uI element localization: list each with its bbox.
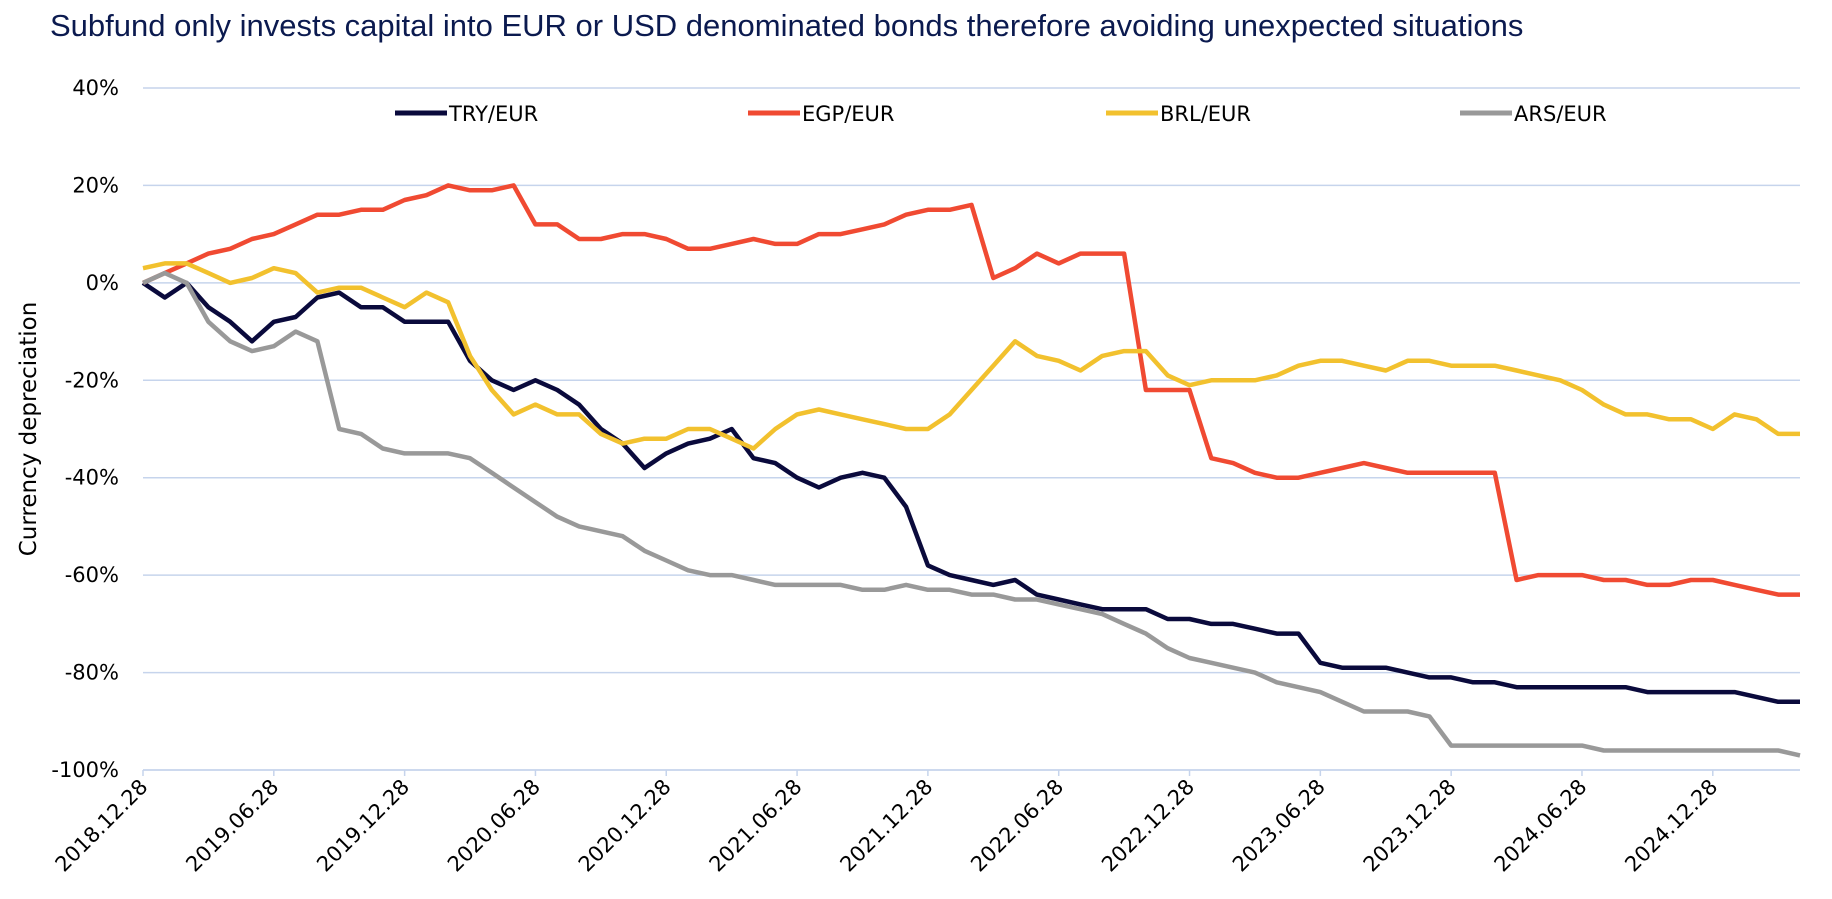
x-tick-label: 2022.12.28 <box>1097 775 1199 877</box>
y-tick-label: 40% <box>72 76 119 100</box>
x-tick-label: 2019.12.28 <box>312 775 414 877</box>
x-tick-label: 2024.06.28 <box>1490 775 1592 877</box>
y-tick-label: -20% <box>65 368 119 392</box>
y-tick-label: -40% <box>65 466 119 490</box>
legend-item: EGP/EUR <box>748 102 895 126</box>
x-tick-label: 2019.06.28 <box>181 775 283 877</box>
y-tick-label: -80% <box>65 661 119 685</box>
y-axis-label: Currency depreciation <box>16 302 42 557</box>
legend-label: TRY/EUR <box>448 102 538 126</box>
x-tick-label: 2024.12.28 <box>1620 775 1722 877</box>
series-line <box>142 261 1800 451</box>
series-line <box>141 280 1800 705</box>
x-tick-label: 2020.12.28 <box>574 775 676 877</box>
series-line <box>142 183 1800 597</box>
legend-item: ARS/EUR <box>1460 102 1607 126</box>
x-tick-label: 2023.06.28 <box>1228 775 1330 877</box>
legend-label: EGP/EUR <box>802 102 895 126</box>
series-line <box>142 270 1801 758</box>
x-tick-label: 2021.12.28 <box>835 775 937 877</box>
legend-item: BRL/EUR <box>1106 102 1251 126</box>
legend-label: ARS/EUR <box>1514 102 1607 126</box>
chart-title: Subfund only invests capital into EUR or… <box>50 8 1523 43</box>
x-tick-label: 2020.06.28 <box>443 775 545 877</box>
legend-label: BRL/EUR <box>1160 102 1251 126</box>
y-tick-label: 0% <box>86 271 119 295</box>
x-tick-label: 2022.06.28 <box>966 775 1068 877</box>
y-tick-label: 20% <box>72 173 119 197</box>
x-tick-label: 2023.12.28 <box>1359 775 1461 877</box>
y-tick-label: -100% <box>51 758 119 782</box>
x-tick-label: 2018.12.28 <box>51 775 153 877</box>
x-tick-label: 2021.06.28 <box>705 775 807 877</box>
legend-item: TRY/EUR <box>395 102 538 126</box>
y-tick-label: -60% <box>65 563 119 587</box>
